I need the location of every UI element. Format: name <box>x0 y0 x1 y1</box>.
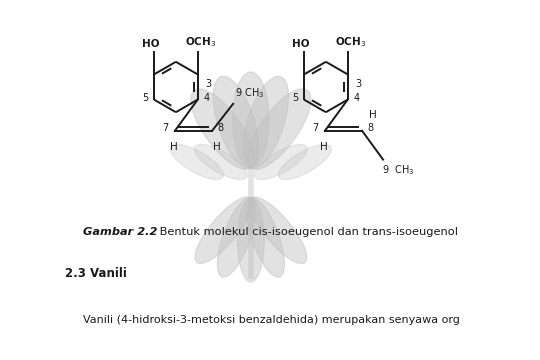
Ellipse shape <box>195 197 253 264</box>
Ellipse shape <box>170 144 224 180</box>
Ellipse shape <box>278 144 332 180</box>
Text: OCH$_3$: OCH$_3$ <box>335 35 366 49</box>
Text: Vanili (4-hidroksi-3-metoksi benzaldehida) merupakan senyawa org: Vanili (4-hidroksi-3-metoksi benzaldehid… <box>83 315 460 325</box>
Ellipse shape <box>243 76 288 168</box>
Text: 7: 7 <box>313 123 319 134</box>
Text: 5: 5 <box>292 93 298 103</box>
Text: 8: 8 <box>367 123 373 134</box>
Ellipse shape <box>246 198 285 277</box>
Text: H: H <box>320 141 328 152</box>
Text: OCH$_3$: OCH$_3$ <box>185 35 217 49</box>
Text: 8: 8 <box>217 123 223 134</box>
Text: 2.3 Vanili: 2.3 Vanili <box>65 267 127 280</box>
Text: 4: 4 <box>354 93 360 103</box>
Ellipse shape <box>213 76 259 168</box>
Text: 3: 3 <box>355 79 361 89</box>
Text: 3: 3 <box>205 79 211 89</box>
Text: Gambar 2.2: Gambar 2.2 <box>83 227 157 237</box>
Ellipse shape <box>194 144 247 180</box>
Ellipse shape <box>247 89 311 170</box>
Text: H: H <box>170 141 178 152</box>
Text: 4: 4 <box>204 93 210 103</box>
Text: HO: HO <box>292 39 310 49</box>
Text: 9  CH$_3$: 9 CH$_3$ <box>382 163 414 177</box>
Text: Bentuk molekul cis-isoeugenol dan trans-isoeugenol: Bentuk molekul cis-isoeugenol dan trans-… <box>156 227 458 237</box>
Ellipse shape <box>233 72 269 168</box>
Text: H: H <box>369 110 377 120</box>
Text: HO: HO <box>143 39 160 49</box>
Ellipse shape <box>218 198 255 277</box>
Text: 7: 7 <box>163 123 169 134</box>
Ellipse shape <box>249 197 307 264</box>
Ellipse shape <box>238 198 264 282</box>
Text: 5: 5 <box>142 93 148 103</box>
Ellipse shape <box>191 89 254 170</box>
Ellipse shape <box>254 144 307 180</box>
Text: 9 CH$_3$: 9 CH$_3$ <box>235 86 265 100</box>
Text: H: H <box>213 141 221 152</box>
